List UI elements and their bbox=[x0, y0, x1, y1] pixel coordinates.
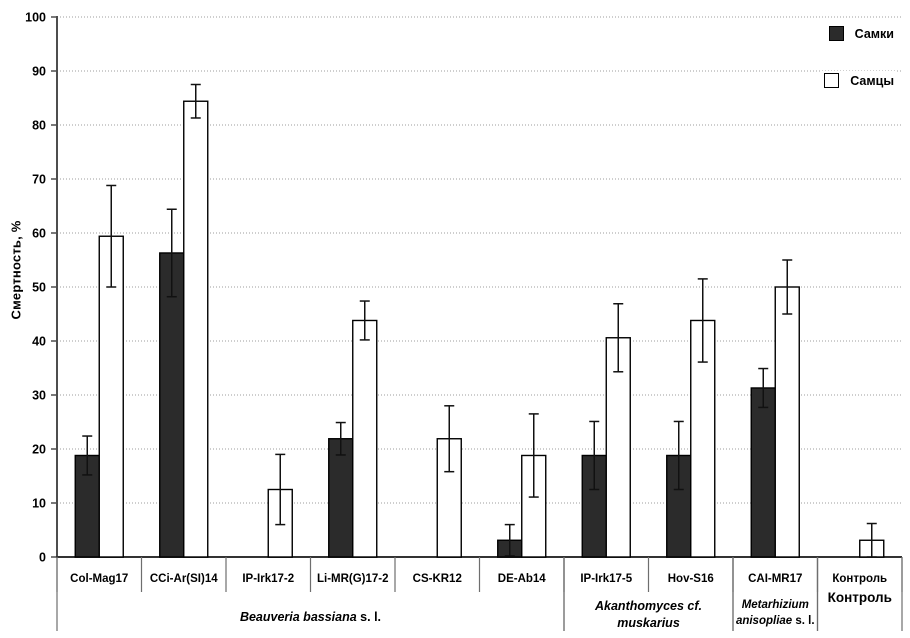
category-label-CAI-MR17: CAI-MR17 bbox=[748, 573, 802, 585]
error-bar-Самцы-Li-MR(G)17-2 bbox=[359, 300, 370, 341]
error-bar-Самцы-CS-KR12 bbox=[444, 405, 455, 473]
category-label-IP-Irk17-5: IP-Irk17-5 bbox=[580, 573, 632, 585]
y-tick-label-50: 50 bbox=[32, 281, 46, 295]
y-tick-label-80: 80 bbox=[32, 119, 46, 133]
group-label-line: Beauveria bassiana s. l. bbox=[240, 610, 381, 624]
error-bar-Самки-CAI-MR17 bbox=[758, 367, 769, 409]
bar-Самки-Li-MR(G)17-2 bbox=[328, 438, 354, 558]
group-label-line: anisopliae s. l. bbox=[736, 615, 815, 627]
x-axis-group-row: Beauveria bassiana s. l. Akanthomyces cf.… bbox=[56, 557, 903, 631]
error-bar-Самцы-DE-Ab14 bbox=[528, 413, 539, 498]
females-swatch-icon bbox=[828, 26, 844, 41]
y-tick-label-40: 40 bbox=[32, 335, 46, 349]
bars-series-Самки bbox=[74, 208, 776, 558]
y-tick-label-20: 20 bbox=[32, 443, 46, 457]
y-tick-label-10: 10 bbox=[32, 497, 46, 511]
category-label-IP-Irk17-2: IP-Irk17-2 bbox=[242, 573, 294, 585]
error-bar-Самки-Li-MR(G)17-2 bbox=[335, 421, 346, 456]
group-label-line: Контроль bbox=[828, 590, 892, 605]
group-label-line: muskarius bbox=[617, 616, 680, 630]
bar-Самцы-CCi-Ar(SI)14 bbox=[183, 100, 209, 558]
error-bar-Самки-CCi-Ar(SI)14 bbox=[166, 208, 177, 298]
y-tick-label-60: 60 bbox=[32, 227, 46, 241]
error-bar-Самцы-IP-Irk17-5 bbox=[613, 302, 624, 373]
bar-Самцы-CAI-MR17 bbox=[774, 286, 800, 558]
error-bar-Самцы-CAI-MR17 bbox=[782, 259, 793, 315]
legend-label-males: Самцы bbox=[850, 73, 894, 88]
error-bar-Самки-DE-Ab14 bbox=[504, 523, 515, 557]
y-axis: 0 10 20 30 40 50 60 70 80 90 100 bbox=[25, 11, 57, 565]
category-label-Li-MR(G)17-2: Li-MR(G)17-2 bbox=[317, 573, 389, 585]
y-tick-label-100: 100 bbox=[25, 11, 46, 25]
males-swatch-icon bbox=[824, 73, 840, 88]
bar-Самки-CAI-MR17 bbox=[750, 387, 776, 558]
y-tick-label-70: 70 bbox=[32, 173, 46, 187]
legend-item-females: Самки bbox=[826, 24, 896, 43]
bar-Самцы-IP-Irk17-5 bbox=[605, 337, 631, 558]
error-bar-Самцы-CCi-Ar(SI)14 bbox=[190, 83, 201, 119]
error-bar-Самки-Hov-S16 bbox=[673, 420, 684, 491]
y-tick-label-0: 0 bbox=[39, 551, 46, 565]
legend-item-males: Самцы bbox=[822, 71, 896, 90]
bar-Самцы-Col-Mag17 bbox=[98, 235, 124, 558]
error-bar-Самки-Col-Mag17 bbox=[82, 435, 93, 476]
category-label-DE-Ab14: DE-Ab14 bbox=[498, 573, 547, 585]
error-bar-Самцы-IP-Irk17-2 bbox=[275, 453, 286, 526]
bars-series-Самцы bbox=[98, 83, 885, 558]
legend-label-females: Самки bbox=[854, 26, 894, 41]
error-bar-Самки-IP-Irk17-5 bbox=[589, 420, 600, 491]
category-label-CS-KR12: CS-KR12 bbox=[413, 573, 462, 585]
bar-Самки-CCi-Ar(SI)14 bbox=[159, 252, 185, 558]
category-label-Контроль: Контроль bbox=[832, 573, 887, 585]
error-bar-Самцы-Hov-S16 bbox=[697, 278, 708, 363]
error-bar-Самцы-Контроль bbox=[866, 522, 877, 558]
bar-Самцы-Li-MR(G)17-2 bbox=[352, 319, 378, 558]
y-tick-label-30: 30 bbox=[32, 389, 46, 403]
category-label-CCi-Ar(SI)14: CCi-Ar(SI)14 bbox=[150, 573, 218, 585]
error-bar-Самцы-Col-Mag17 bbox=[106, 184, 117, 288]
y-tick-label-90: 90 bbox=[32, 65, 46, 79]
x-axis-category-row: Col-Mag17 CCi-Ar(SI)14 IP-Irk17-2 Li-MR(G)1… bbox=[56, 557, 903, 592]
category-label-Col-Mag17: Col-Mag17 bbox=[70, 573, 128, 585]
category-label-Hov-S16: Hov-S16 bbox=[668, 573, 714, 585]
group-label-line: Akanthomyces cf. bbox=[594, 599, 702, 613]
group-label-line: Metarhizium bbox=[742, 599, 809, 611]
